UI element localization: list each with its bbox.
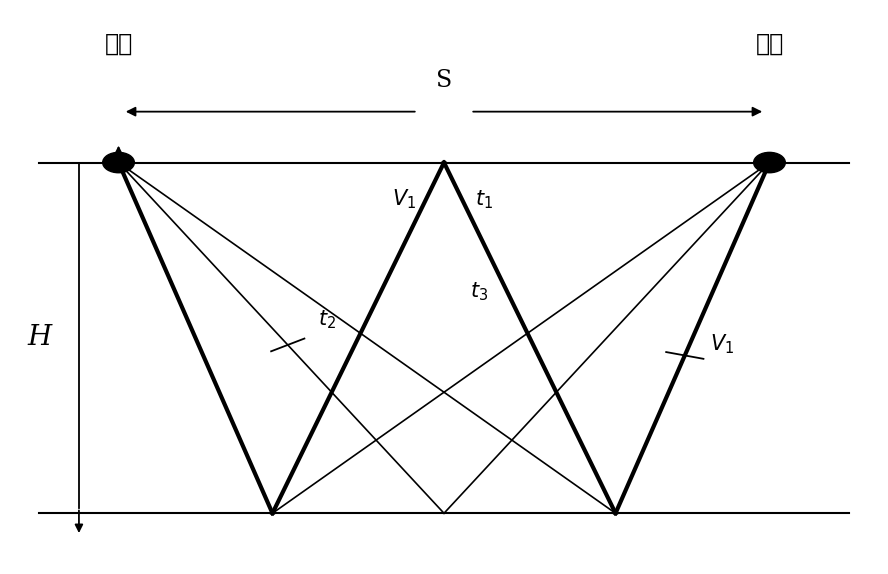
Circle shape [754,152,785,173]
Text: $t_2$: $t_2$ [318,308,337,331]
Text: S: S [436,69,452,92]
Text: $V_1$: $V_1$ [710,332,733,356]
Text: 接收: 接收 [756,32,783,56]
Text: 激发: 激发 [105,32,132,56]
Text: $V_1$: $V_1$ [392,188,416,211]
Text: $t_3$: $t_3$ [470,280,488,303]
Text: $t_1$: $t_1$ [474,188,493,211]
Circle shape [103,152,134,173]
Text: H: H [28,324,52,351]
